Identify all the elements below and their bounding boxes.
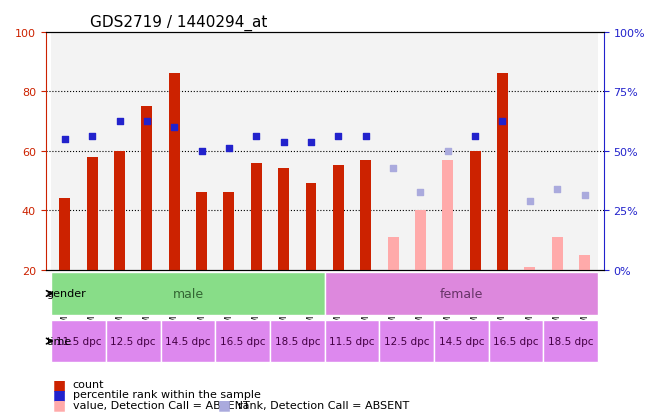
Text: ■: ■ [53,387,66,401]
Point [442,148,453,154]
Bar [86,157,98,270]
Bar [489,33,516,270]
Point [388,166,399,172]
Text: 12.5 dpc: 12.5 dpc [110,336,156,346]
Text: male: male [172,287,203,300]
Point [552,187,562,193]
Bar [497,74,508,270]
Bar [79,33,106,270]
FancyBboxPatch shape [325,272,598,315]
Point [87,133,98,140]
FancyBboxPatch shape [489,320,543,363]
Text: GDS2719 / 1440294_at: GDS2719 / 1440294_at [90,15,268,31]
Bar [224,193,234,270]
FancyBboxPatch shape [325,320,379,363]
Text: rank, Detection Call = ABSENT: rank, Detection Call = ABSENT [238,400,409,410]
Bar [279,169,289,270]
Text: 16.5 dpc: 16.5 dpc [220,336,265,346]
Bar [470,151,480,270]
Bar [571,33,598,270]
Bar [169,74,180,270]
Bar [188,33,215,270]
Bar [415,211,426,270]
Bar [442,160,453,270]
Bar [114,151,125,270]
Text: ■: ■ [53,398,66,412]
Text: time: time [46,336,71,346]
Bar [543,33,571,270]
Point [470,133,480,140]
FancyBboxPatch shape [270,320,325,363]
Bar [306,184,317,270]
Bar [579,255,590,270]
Point [251,133,261,140]
Bar [360,160,371,270]
Bar [524,267,535,270]
FancyBboxPatch shape [215,320,270,363]
Point [169,124,180,131]
Text: 14.5 dpc: 14.5 dpc [165,336,211,346]
Point [279,139,289,146]
Point [497,118,508,125]
Text: count: count [73,379,104,389]
Point [333,133,344,140]
Text: percentile rank within the sample: percentile rank within the sample [73,389,261,399]
FancyBboxPatch shape [51,320,106,363]
Bar [352,33,380,270]
Bar [141,107,152,270]
Bar [379,33,407,270]
FancyBboxPatch shape [379,320,434,363]
Bar [407,33,434,270]
Text: 12.5 dpc: 12.5 dpc [384,336,430,346]
Text: 14.5 dpc: 14.5 dpc [439,336,484,346]
Bar [59,199,71,270]
Point [59,136,70,142]
Text: 18.5 dpc: 18.5 dpc [275,336,320,346]
Text: value, Detection Call = ABSENT: value, Detection Call = ABSENT [73,400,249,410]
Point [224,145,234,152]
Bar [243,33,270,270]
FancyBboxPatch shape [106,320,160,363]
Text: ■: ■ [218,398,231,412]
Bar [325,33,352,270]
Text: 11.5 dpc: 11.5 dpc [329,336,375,346]
Text: ■: ■ [53,377,66,391]
Bar [333,166,344,270]
Bar [461,33,489,270]
Bar [298,33,325,270]
Point [196,148,207,154]
Point [306,139,316,146]
Text: female: female [440,287,483,300]
Text: gender: gender [46,289,86,299]
Bar [106,33,133,270]
Point [415,190,426,196]
Text: 11.5 dpc: 11.5 dpc [56,336,101,346]
Bar [51,33,79,270]
Point [360,133,371,140]
Bar [516,33,543,270]
Bar [387,237,399,270]
Point [579,192,590,199]
Point [525,198,535,205]
Bar [251,163,262,270]
FancyBboxPatch shape [51,272,325,315]
Point [142,118,152,125]
Bar [160,33,188,270]
Text: 16.5 dpc: 16.5 dpc [494,336,539,346]
Bar [215,33,243,270]
Bar [434,33,461,270]
Text: 18.5 dpc: 18.5 dpc [548,336,593,346]
FancyBboxPatch shape [160,320,215,363]
Bar [133,33,160,270]
Bar [196,193,207,270]
FancyBboxPatch shape [543,320,598,363]
Bar [270,33,298,270]
Point [114,118,125,125]
FancyBboxPatch shape [434,320,489,363]
Bar [552,237,562,270]
